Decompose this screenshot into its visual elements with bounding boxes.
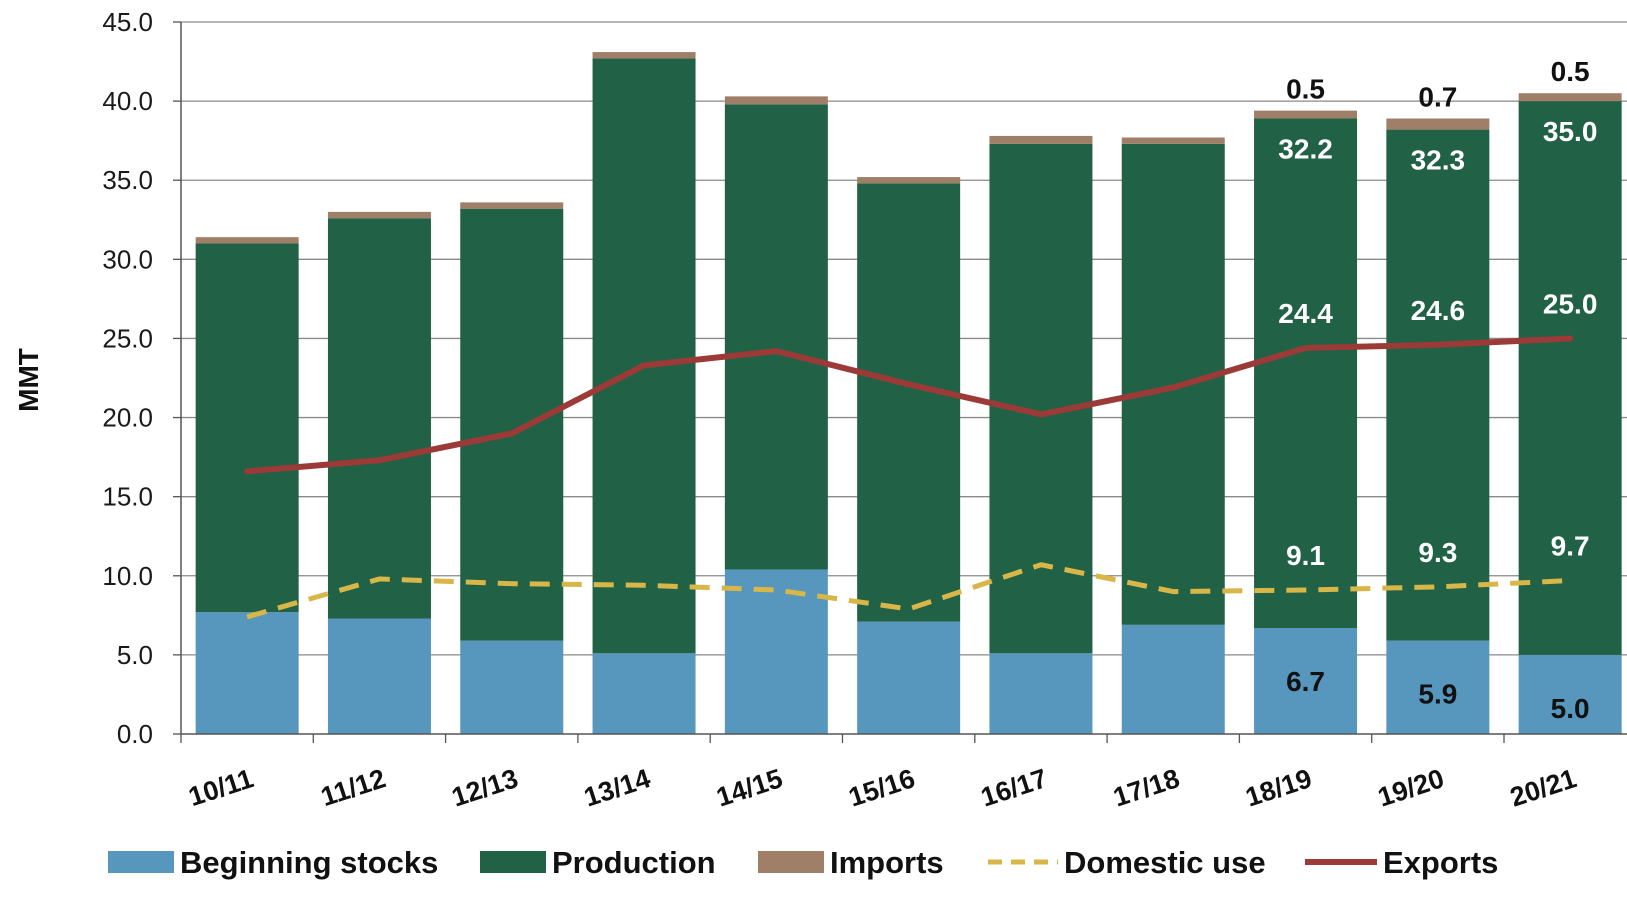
bar-imports-10-11 <box>195 237 299 244</box>
bar-beginning-stocks-12-13 <box>460 640 564 734</box>
x-tick-label: 19/20 <box>1374 763 1448 812</box>
lines <box>244 335 1574 620</box>
data-label-beginning-stocks-20-21: 5.0 <box>1551 693 1590 724</box>
bar-production-11-12 <box>327 218 431 619</box>
bar-beginning-stocks-10-11 <box>195 612 299 734</box>
y-tick-label: 40.0 <box>102 86 153 116</box>
data-label-production-18-19: 32.2 <box>1278 134 1333 165</box>
bar-production-19-20 <box>1386 129 1490 641</box>
x-tick-label: 11/12 <box>317 763 389 812</box>
bar-beginning-stocks-11-12 <box>327 618 431 734</box>
legend: Beginning stocks Production Imports Domesti… <box>108 845 1498 880</box>
legend-swatch-production <box>480 851 546 873</box>
data-label-beginning-stocks-18-19: 6.7 <box>1286 666 1325 697</box>
bar-imports-16-17 <box>989 135 1093 144</box>
bar-production-14-15 <box>724 104 828 570</box>
data-label-imports-20-21: 0.5 <box>1551 56 1590 87</box>
x-tick-label: 14/15 <box>713 763 787 812</box>
bar-imports-18-19 <box>1254 110 1358 119</box>
x-tick-label: 12/13 <box>448 763 522 812</box>
y-tick-label: 10.0 <box>102 561 153 591</box>
bar-production-15-16 <box>857 183 961 622</box>
legend-label-production: Production <box>552 845 716 880</box>
bar-beginning-stocks-15-16 <box>857 621 961 734</box>
data-label-exports-20-21: 25.0 <box>1543 288 1598 319</box>
bar-production-16-17 <box>989 143 1093 654</box>
data-label-imports-18-19: 0.5 <box>1286 74 1325 105</box>
bar-beginning-stocks-19-20 <box>1386 640 1490 734</box>
x-tick-label: 20/21 <box>1506 763 1580 812</box>
bar-beginning-stocks-16-17 <box>989 653 1093 734</box>
bar-production-10-11 <box>195 243 299 613</box>
data-label-production-20-21: 35.0 <box>1543 116 1598 147</box>
data-label-domestic-use-20-21: 9.7 <box>1551 531 1590 562</box>
bar-imports-13-14 <box>592 52 696 59</box>
x-tick-label: 15/16 <box>845 763 919 812</box>
legend-label-domestic-use: Domestic use <box>1064 845 1266 880</box>
y-tick-label: 15.0 <box>102 482 153 512</box>
bar-imports-20-21 <box>1518 93 1622 102</box>
bar-beginning-stocks-18-19 <box>1254 627 1358 734</box>
x-tick-label: 17/18 <box>1110 763 1184 812</box>
bar-beginning-stocks-13-14 <box>592 653 696 734</box>
x-tick-label: 13/14 <box>580 763 654 812</box>
legend-label-exports: Exports <box>1383 845 1498 880</box>
legend-label-imports: Imports <box>830 845 944 880</box>
bar-imports-15-16 <box>857 177 961 184</box>
bar-imports-17-18 <box>1121 137 1225 144</box>
bar-production-12-13 <box>460 208 564 641</box>
y-tick-label: 30.0 <box>102 244 153 274</box>
y-tick-label: 25.0 <box>102 323 153 353</box>
legend-swatch-beginning-stocks <box>108 851 174 873</box>
bars <box>195 52 1622 734</box>
bar-production-13-14 <box>592 58 696 654</box>
bar-beginning-stocks-17-18 <box>1121 624 1225 734</box>
x-tick-label: 16/17 <box>977 763 1051 812</box>
data-label-domestic-use-19-20: 9.3 <box>1418 537 1457 568</box>
bar-production-17-18 <box>1121 143 1225 625</box>
bar-production-18-19 <box>1254 118 1358 628</box>
data-label-domestic-use-18-19: 9.1 <box>1286 540 1325 571</box>
legend-label-beginning-stocks: Beginning stocks <box>180 845 438 880</box>
y-axis-title: MMT <box>13 348 44 412</box>
data-label-production-19-20: 32.3 <box>1411 145 1466 176</box>
data-label-beginning-stocks-19-20: 5.9 <box>1418 679 1457 710</box>
data-label-imports-19-20: 0.7 <box>1418 82 1457 113</box>
y-tick-label: 0.0 <box>117 719 153 749</box>
bar-imports-12-13 <box>460 202 564 209</box>
bar-beginning-stocks-14-15 <box>724 569 828 734</box>
x-tick-label: 10/11 <box>185 763 257 812</box>
y-tick-label: 5.0 <box>117 640 153 670</box>
bar-imports-11-12 <box>327 211 431 219</box>
data-labels: 6.7 5.9 5.0 32.2 32.3 35.0 0.5 0.7 0.5 9.1 9.3 9.7 2… <box>1278 56 1597 724</box>
data-label-exports-19-20: 24.6 <box>1411 295 1466 326</box>
y-tick-label: 20.0 <box>102 403 153 433</box>
y-tick-label: 45.0 <box>102 7 153 37</box>
bar-imports-19-20 <box>1386 118 1490 130</box>
bar-beginning-stocks-20-21 <box>1518 654 1622 734</box>
line-domestic-use <box>246 562 1571 620</box>
data-label-exports-18-19: 24.4 <box>1278 298 1333 329</box>
bar-production-20-21 <box>1518 101 1622 655</box>
line-exports <box>244 335 1574 475</box>
y-tick-label: 35.0 <box>102 165 153 195</box>
legend-swatch-imports <box>758 851 824 873</box>
bar-imports-14-15 <box>724 96 828 105</box>
x-tick-label: 18/19 <box>1242 763 1316 812</box>
